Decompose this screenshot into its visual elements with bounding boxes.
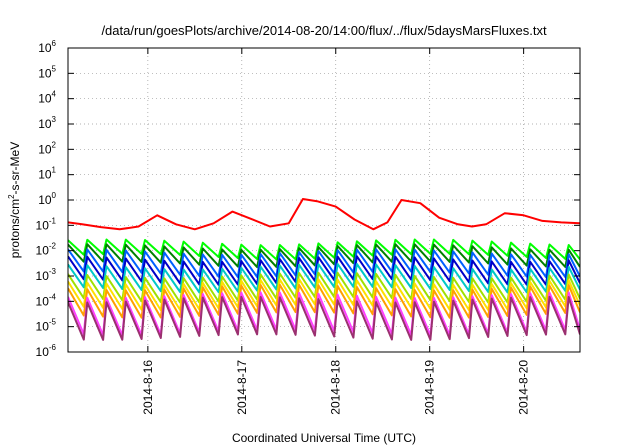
y-tick-label: 10-2 <box>36 242 57 258</box>
x-axis-label: Coordinated Universal Time (UTC) <box>232 431 416 445</box>
x-axis: 2014-8-16 2014-8-17 2014-8-18 2014-8-19 2014… <box>141 48 531 415</box>
series-line <box>68 238 580 261</box>
series-line <box>68 243 580 269</box>
x-tick-label: 2014-8-20 <box>517 360 531 415</box>
series-line <box>68 291 580 337</box>
y-tick-label: 10-4 <box>36 292 57 308</box>
y-tick-label: 106 <box>38 39 56 55</box>
y-tick-label: 104 <box>38 90 56 106</box>
series-line <box>68 271 580 304</box>
grid <box>68 48 580 352</box>
series-group <box>68 198 580 341</box>
y-axis: 10-6 10-5 10-4 10-3 10-2 10-1 100 101 102 103 104 1… <box>36 39 580 359</box>
series-line <box>68 198 580 231</box>
y-tick-label: 100 <box>38 191 56 207</box>
series-line <box>68 262 580 294</box>
x-tick-label: 2014-8-18 <box>329 360 343 415</box>
y-tick-label: 103 <box>38 115 56 131</box>
x-tick-label: 2014-8-17 <box>235 360 249 415</box>
series-line <box>68 255 580 286</box>
y-tick-label: 105 <box>38 64 56 80</box>
series-line <box>68 295 580 341</box>
series-line <box>68 248 580 279</box>
y-tick-label: 10-6 <box>36 343 57 359</box>
y-tick-label: 101 <box>38 166 56 182</box>
x-tick-label: 2014-8-19 <box>423 360 437 415</box>
series-line <box>68 278 580 312</box>
series-line <box>68 283 580 319</box>
y-axis-label: protons/cm2-s-sr-MeV <box>7 142 22 258</box>
y-tick-label: 102 <box>38 140 56 156</box>
chart-title: /data/run/goesPlots/archive/2014-08-20/1… <box>101 23 547 38</box>
y-tick-label: 10-1 <box>36 216 57 232</box>
x-tick-label: 2014-8-16 <box>141 360 155 415</box>
y-tick-label: 10-3 <box>36 267 57 283</box>
y-tick-label: 10-5 <box>36 318 57 334</box>
